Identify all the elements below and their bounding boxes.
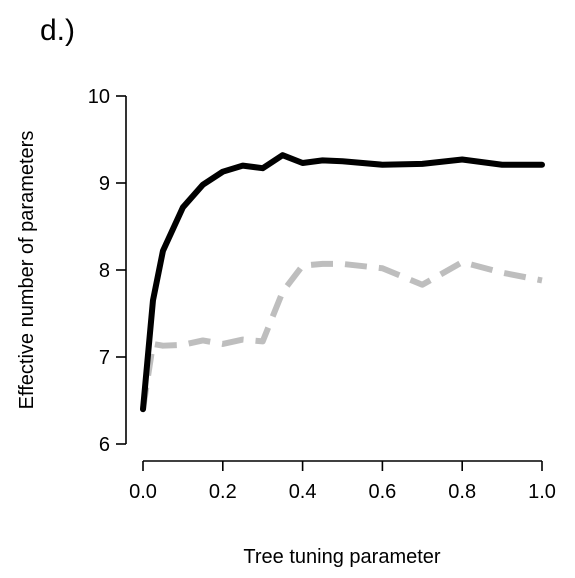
x-tick-label: 1.0 — [528, 481, 556, 503]
panel-label: d.) — [40, 14, 75, 47]
series-line-dashed — [140, 259, 543, 410]
y-tick-label: 6 — [99, 434, 110, 456]
y-tick-label: 8 — [99, 260, 110, 282]
x-tick-label: 0.6 — [368, 481, 396, 503]
series-line-solid — [140, 152, 545, 413]
y-tick-label: 9 — [99, 173, 110, 195]
plot-series — [140, 152, 545, 413]
x-tick-label: 0.4 — [289, 481, 317, 503]
x-axis-title: Tree tuning parameter — [243, 546, 440, 568]
y-ticks: 6 7 8 9 10 — [88, 86, 126, 456]
y-axis-title: Effective number of parameters — [16, 131, 38, 410]
y-tick-label: 7 — [99, 347, 110, 369]
y-tick-label: 10 — [88, 86, 110, 108]
x-tick-label: 0.2 — [209, 481, 237, 503]
x-tick-label: 0.8 — [448, 481, 476, 503]
x-ticks: 0.0 0.2 0.4 0.6 0.8 1.0 — [129, 461, 556, 503]
axes — [125, 96, 542, 462]
x-tick-label: 0.0 — [129, 481, 157, 503]
